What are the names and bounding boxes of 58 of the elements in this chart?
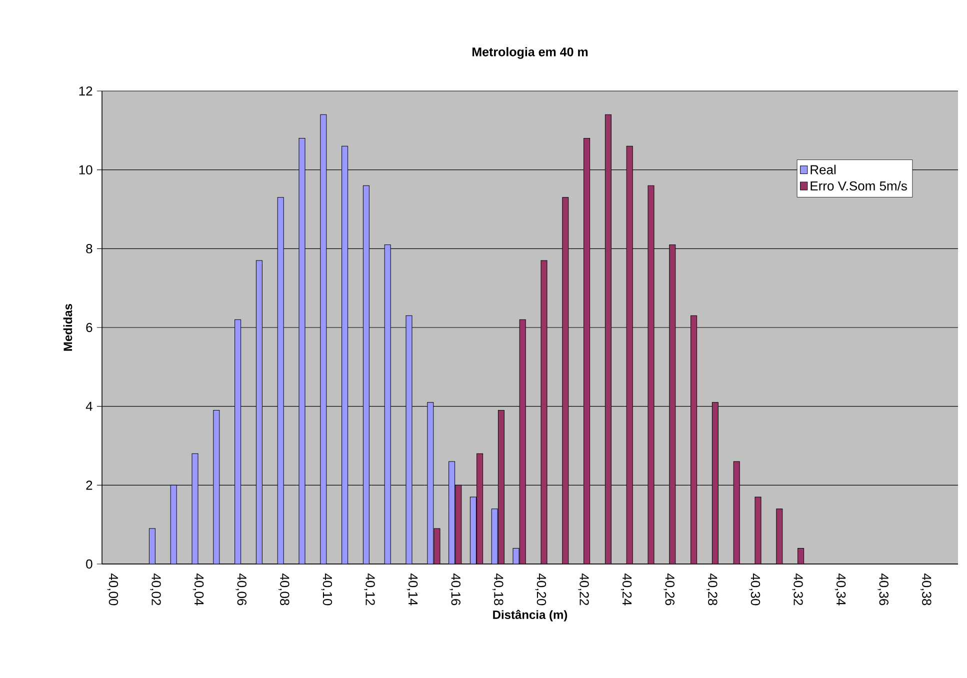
x-tick-label: 40,34 <box>834 573 846 606</box>
x-tick-label: 40,20 <box>535 573 546 606</box>
bar <box>733 461 740 564</box>
x-tick-label: 40,14 <box>406 573 418 606</box>
y-tick-label: 12 <box>79 86 92 96</box>
bar <box>519 319 526 564</box>
bar <box>320 114 327 564</box>
y-tick-label: 2 <box>86 480 92 490</box>
x-tick-label: 40,08 <box>278 573 290 606</box>
bar <box>277 197 284 564</box>
bar <box>256 260 262 564</box>
x-tick-label: 40,22 <box>578 573 589 606</box>
y-tick-label: 8 <box>86 244 92 254</box>
x-tick-label: 40,12 <box>364 573 375 606</box>
bar <box>470 496 476 564</box>
bar <box>491 508 498 564</box>
bar <box>562 197 569 564</box>
x-tick-label: 40,24 <box>620 573 632 606</box>
legend-label: Real <box>810 164 836 174</box>
chart-title: Metrologia em 40 m <box>472 47 588 59</box>
x-tick-label: 40,02 <box>150 573 161 606</box>
bar <box>498 410 504 564</box>
x-tick-label: 40,10 <box>321 573 332 606</box>
x-tick-label: 40,00 <box>107 573 118 606</box>
bar <box>213 410 220 564</box>
bar <box>604 114 612 564</box>
x-tick-label: 40,32 <box>792 573 803 606</box>
bar <box>455 484 462 564</box>
bar <box>584 138 590 564</box>
bar <box>170 484 177 564</box>
x-axis-title: Distância (m) <box>493 610 568 622</box>
x-tick-label: 40,36 <box>878 573 888 606</box>
y-tick-label: 0 <box>86 559 92 569</box>
bar <box>776 508 783 564</box>
x-tick-label: 40,16 <box>450 573 460 606</box>
x-tick-label: 40,38 <box>920 573 932 606</box>
y-axis-title: Medidas <box>63 304 72 351</box>
x-tick-label: 40,06 <box>236 573 246 606</box>
x-tick-label: 40,30 <box>749 573 760 606</box>
x-tick-label: 40,28 <box>706 573 718 606</box>
bar <box>712 402 718 564</box>
bar <box>362 185 370 564</box>
bar <box>234 319 242 564</box>
y-tick-label: 6 <box>86 322 92 332</box>
x-tick-label: 40,04 <box>192 573 204 606</box>
bar <box>384 244 391 564</box>
bar <box>448 461 456 564</box>
bar <box>669 244 676 564</box>
y-tick-label: 4 <box>86 402 92 411</box>
legend-label: Erro V.Som 5m/s <box>810 181 907 191</box>
bar <box>476 453 484 564</box>
bar <box>626 146 633 564</box>
y-tick-label: 10 <box>79 165 92 174</box>
x-tick-label: 40,26 <box>664 573 674 606</box>
bar <box>690 315 698 564</box>
bar <box>342 146 348 564</box>
bar <box>427 402 434 564</box>
x-tick-label: 40,18 <box>492 573 504 606</box>
